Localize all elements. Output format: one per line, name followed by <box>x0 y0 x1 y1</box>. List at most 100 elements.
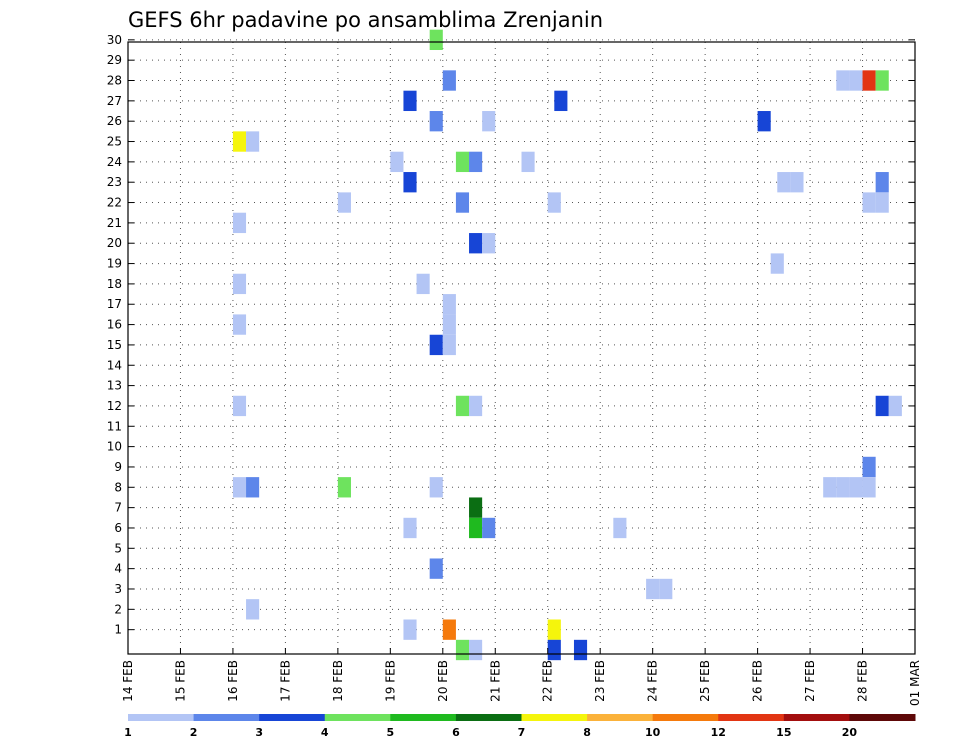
y-tick-label: 6 <box>114 521 122 535</box>
colorbar-swatch <box>652 714 719 721</box>
y-tick-label: 28 <box>107 74 122 88</box>
heatmap-cell <box>429 111 443 132</box>
heatmap-cell <box>554 90 568 112</box>
heatmap-cell <box>888 395 902 417</box>
heatmap-cell <box>469 233 483 254</box>
colorbar-swatch <box>259 714 326 721</box>
y-tick-label: 23 <box>107 175 122 189</box>
heatmap-cell <box>849 70 863 91</box>
y-tick-label: 18 <box>107 277 122 291</box>
x-tick-label: 27 FEB <box>803 660 817 702</box>
heatmap-cells <box>232 29 902 661</box>
x-tick-label: 14 FEB <box>121 660 135 702</box>
heatmap-cell <box>875 70 889 91</box>
colorbar-swatch <box>849 714 916 721</box>
heatmap-cell <box>836 70 850 91</box>
y-tick-label: 30 <box>107 33 122 47</box>
x-tick-label: 21 FEB <box>488 660 502 702</box>
heatmap-cell <box>521 151 535 173</box>
heatmap-cell <box>232 395 247 417</box>
x-tick-label: 24 FEB <box>646 660 660 702</box>
heatmap-cell <box>862 477 876 498</box>
heatmap-cell <box>442 334 456 356</box>
heatmap-cell <box>482 517 496 539</box>
heatmap-cell <box>232 314 247 335</box>
heatmap-cell <box>823 477 837 498</box>
heatmap-cell <box>547 192 561 213</box>
y-tick-label: 1 <box>114 623 122 637</box>
heatmap-cell <box>455 639 470 661</box>
x-tick-label: 25 FEB <box>698 660 712 702</box>
y-tick-label: 21 <box>107 216 122 230</box>
colorbar-swatch <box>521 714 588 721</box>
heatmap-cell <box>777 172 791 193</box>
x-tick-label: 20 FEB <box>436 660 450 702</box>
y-tick-label: 15 <box>107 338 122 352</box>
heatmap-cell <box>455 151 470 173</box>
colorbar-label: 12 <box>711 726 726 739</box>
heatmap-cell <box>469 151 483 173</box>
heatmap-cell <box>232 273 247 295</box>
heatmap-cell <box>547 639 561 661</box>
colorbar-swatch <box>718 714 785 721</box>
x-tick-label: 15 FEB <box>173 660 187 702</box>
y-tick-label: 17 <box>107 297 122 311</box>
heatmap-cell <box>646 578 660 600</box>
heatmap-cell <box>232 212 247 234</box>
y-tick-label: 11 <box>107 419 122 433</box>
chart-title: GEFS 6hr padavine po ansamblima Zrenjani… <box>128 8 603 32</box>
colorbar-swatch <box>783 714 850 721</box>
colorbar-swatch <box>193 714 260 721</box>
y-tick-label: 5 <box>114 541 122 555</box>
heatmap-cell <box>429 477 443 498</box>
heatmap-cell <box>337 192 351 213</box>
heatmap-cell <box>469 395 483 417</box>
colorbar-swatch <box>128 714 195 721</box>
heatmap-cell <box>442 314 456 335</box>
heatmap-cell <box>442 294 456 315</box>
heatmap-cell <box>875 192 889 213</box>
y-tick-label: 9 <box>114 460 122 474</box>
heatmap-cell <box>455 192 470 213</box>
heatmap-cell <box>613 517 627 539</box>
colorbar-swatch <box>587 714 654 721</box>
heatmap-cell <box>246 599 260 620</box>
heatmap-cell <box>429 29 443 51</box>
heatmap-cell <box>849 477 863 498</box>
heatmap-cell <box>429 334 443 356</box>
heatmap-cell <box>455 395 470 417</box>
x-tick-label: 01 MAR <box>908 660 922 706</box>
y-tick-label: 25 <box>107 135 122 149</box>
x-tick-label: 17 FEB <box>278 660 292 702</box>
y-tick-label: 12 <box>107 399 122 413</box>
heatmap-cell <box>790 172 804 193</box>
heatmap-cell <box>246 477 260 498</box>
heatmap-cell <box>442 70 456 91</box>
colorbar-label: 4 <box>321 726 329 739</box>
colorbar-label: 1 <box>124 726 132 739</box>
x-tick-label: 22 FEB <box>541 660 555 702</box>
y-tick-label: 14 <box>107 358 122 372</box>
heatmap-cell <box>482 233 496 254</box>
heatmap-cell <box>862 70 876 91</box>
y-tick-label: 29 <box>107 53 122 67</box>
heatmap-cell <box>403 172 417 193</box>
y-tick-label: 7 <box>114 501 122 515</box>
heatmap-cell <box>875 395 889 417</box>
heatmap-cell <box>547 619 561 640</box>
heatmap-cell <box>232 131 247 152</box>
x-tick-label: 28 FEB <box>856 660 870 702</box>
heatmap-cell <box>862 192 876 213</box>
colorbar-swatch <box>390 714 457 721</box>
heatmap-cell <box>416 273 430 295</box>
heatmap-cell <box>469 517 483 539</box>
y-tick-label: 20 <box>107 236 122 250</box>
colorbar-label: 8 <box>583 726 591 739</box>
axis-ticks: 1234567891011121314151617181920212223242… <box>107 33 922 706</box>
heatmap-cell <box>482 111 496 132</box>
colorbar-swatch <box>324 714 391 721</box>
heatmap-cell <box>862 456 876 478</box>
heatmap-cell <box>770 253 784 274</box>
y-tick-label: 26 <box>107 114 122 128</box>
